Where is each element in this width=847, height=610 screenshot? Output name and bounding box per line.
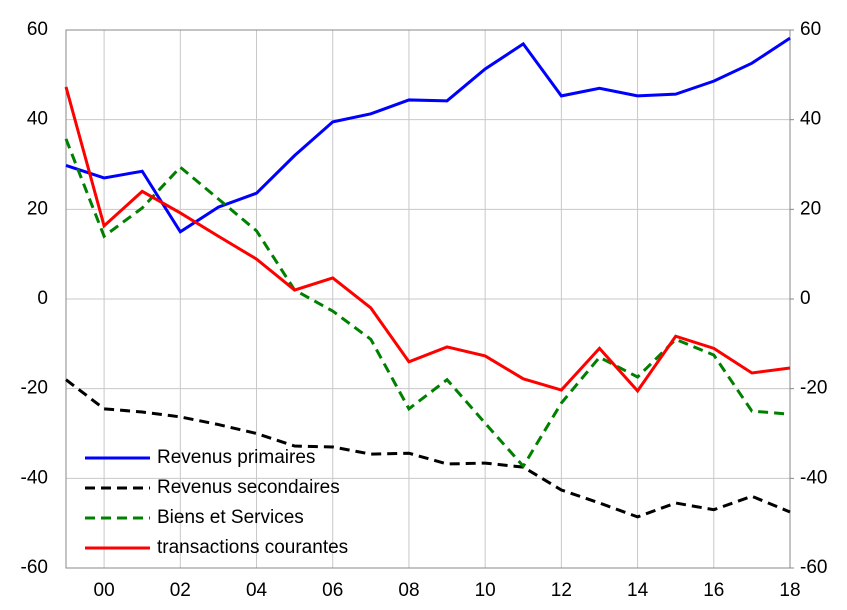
x-tick-label: 16	[703, 580, 724, 601]
y-tick-label: 0	[37, 288, 48, 309]
y2-tick-label: -60	[800, 557, 827, 578]
legend-label: Biens et Services	[157, 507, 304, 528]
legend-label: Revenus primaires	[157, 447, 315, 468]
series-line	[64, 86, 791, 394]
y2-tick-label: 20	[800, 198, 821, 219]
y-tick-label: 60	[27, 19, 48, 40]
plot-frame	[65, 29, 791, 569]
y-tick-label: -40	[21, 467, 48, 488]
y-tick-label: -60	[21, 557, 48, 578]
x-tick-label: 14	[627, 580, 649, 601]
y2-tick-label: -20	[800, 378, 827, 399]
y-tick-label: 20	[27, 198, 48, 219]
x-tick-label: 00	[94, 580, 115, 601]
legend-label: Revenus secondaires	[157, 477, 340, 498]
x-tick-label: 12	[551, 580, 572, 601]
y2-tick-label: -40	[800, 467, 827, 488]
x-tick-label: 18	[779, 580, 800, 601]
x-tick-label: 08	[398, 580, 419, 601]
y-tick-label: 40	[27, 109, 48, 130]
x-tick-label: 06	[322, 580, 343, 601]
y2-tick-label: 40	[800, 109, 821, 130]
x-tick-label: 04	[246, 580, 268, 601]
y2-tick-label: 0	[800, 288, 811, 309]
x-tick-label: 10	[475, 580, 496, 601]
series-line	[65, 36, 791, 234]
x-tick-label: 02	[170, 580, 191, 601]
y2-tick-label: 60	[800, 19, 821, 40]
legend-label: transactions courantes	[157, 537, 348, 558]
y-tick-label: -20	[21, 378, 48, 399]
series-line	[65, 378, 791, 519]
